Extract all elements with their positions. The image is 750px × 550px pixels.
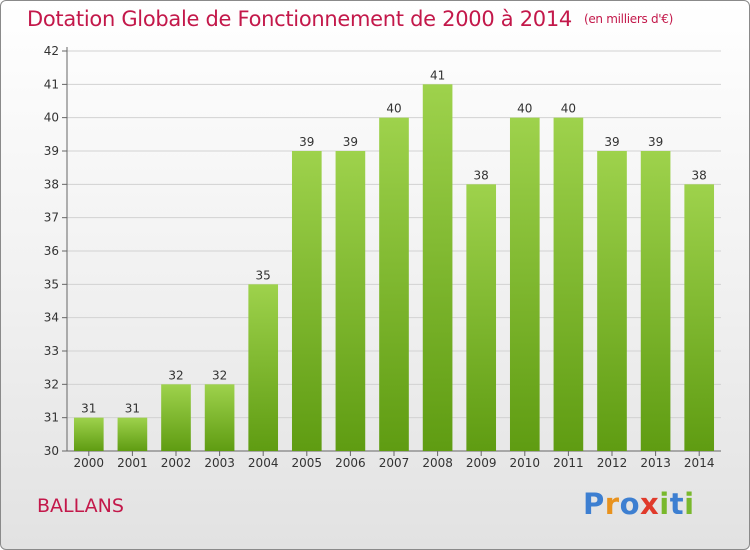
value-label-2003: 32 [212,368,227,382]
logo-letter: o [619,487,641,521]
chart-title: Dotation Globale de Fonctionnement de 20… [27,7,673,31]
bar-2006 [335,151,366,451]
logo-letter: P [583,487,605,521]
y-tick-label: 34 [44,311,59,325]
bar-2005 [291,151,322,451]
value-label-2001: 31 [125,402,140,416]
y-tick-label: 32 [44,377,59,391]
y-tick-label: 38 [44,177,59,191]
bar-2012 [597,151,627,451]
y-tick-label: 33 [44,344,59,358]
y-tick-label: 40 [44,111,59,125]
chart-subtitle: (en milliers d'€) [583,12,673,26]
y-tick-label: 42 [44,44,59,58]
y-tick-label: 35 [44,277,59,291]
value-label-2000: 31 [81,402,96,416]
value-label-2011: 40 [561,102,576,116]
value-label-2012: 39 [604,135,619,149]
proxiti-logo[interactable]: Proxiti [583,487,695,521]
value-label-2007: 40 [386,102,401,116]
logo-letter: x [640,487,660,521]
bar-2013 [640,151,671,451]
value-label-2014: 38 [692,168,707,182]
value-label-2008: 41 [430,68,445,82]
bar-2004 [248,284,279,451]
x-tick-label-2012: 2012 [597,456,628,470]
x-tick-label-2002: 2002 [161,456,192,470]
bar-2007 [379,117,409,452]
logo-letter: i [659,487,670,521]
x-tick-label-2010: 2010 [510,456,541,470]
x-tick-label-2009: 2009 [466,456,497,470]
bars [73,84,715,452]
bar-2010 [509,117,540,452]
bar-2011 [553,117,584,452]
bar-2009 [466,184,497,452]
bar-2001 [117,417,148,451]
value-label-2009: 38 [474,168,489,182]
y-tick-label: 36 [44,244,59,258]
labels: 31 31 32 32 35 39 39 40 41 38 40 40 39 39 38 [81,68,707,415]
logo-letter: i [684,487,695,521]
x-tick-label-2004: 2004 [248,456,279,470]
y-tick-label: 31 [44,411,59,425]
x-tick-label-2011: 2011 [553,456,584,470]
value-label-2005: 39 [299,135,314,149]
bar-2008 [422,84,453,451]
bar-2003 [204,384,235,451]
value-label-2002: 32 [168,368,183,382]
logo-letter: r [604,487,620,521]
value-label-2006: 39 [343,135,358,149]
bar-2014 [684,184,715,452]
y-tick-label: 41 [44,77,59,91]
x-tick-label-2008: 2008 [422,456,453,470]
commune-name: BALLANS [37,495,124,517]
y-tick-label: 37 [44,211,59,225]
value-label-2004: 35 [256,268,271,282]
x-tick-label-2013: 2013 [640,456,671,470]
value-label-2013: 39 [648,135,663,149]
x-tick-label-2005: 2005 [292,456,323,470]
axes: 30 31 32 33 34 35 36 37 38 39 40 41 42 2000 2001 2002 20… [44,44,721,470]
x-tick-label-2007: 2007 [379,456,410,470]
value-label-2010: 40 [517,102,532,116]
x-tick-label-2003: 2003 [204,456,235,470]
x-tick-label-2000: 2000 [74,456,105,470]
y-tick-label: 30 [44,444,59,458]
logo-letter: t [669,487,685,521]
bar-2000 [73,417,104,451]
x-tick-label-2006: 2006 [335,456,366,470]
x-tick-label-2001: 2001 [117,456,148,470]
y-tick-label: 39 [44,144,59,158]
chart-title-text: Dotation Globale de Fonctionnement de 20… [27,7,572,31]
bar-2002 [161,384,191,451]
x-tick-label-2014: 2014 [684,456,715,470]
